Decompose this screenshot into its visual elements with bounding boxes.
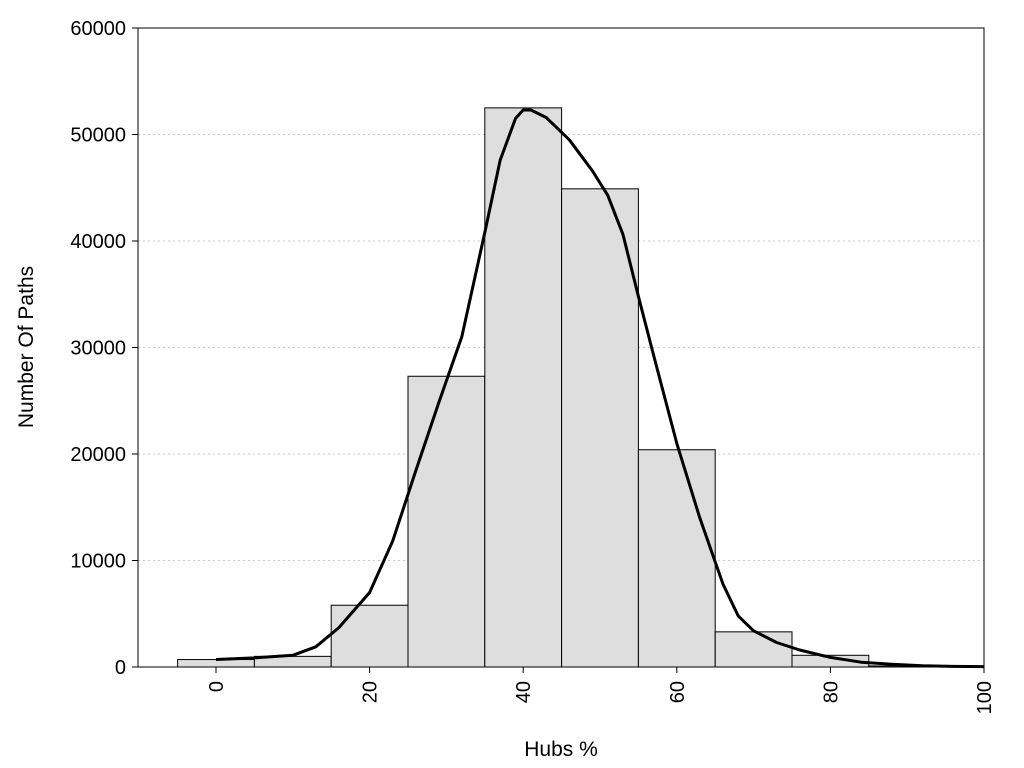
histogram-bar — [561, 188, 639, 668]
y-axis-ticks: 0 10000 20000 30000 40000 50000 60000 — [70, 18, 138, 679]
histogram-bar — [484, 107, 563, 668]
y-tick-label: 20000 — [70, 444, 126, 466]
density-curve-layer — [215, 108, 985, 669]
y-axis-title: Number Of Paths — [15, 266, 38, 428]
y-tick-label: 40000 — [70, 231, 126, 253]
x-axis-title: Hubs % — [524, 738, 598, 761]
histogram-bar — [177, 659, 255, 668]
histogram-bar — [637, 449, 716, 668]
gridlines — [138, 134, 984, 561]
x-axis-ticks: 0 20 40 60 80 100 — [206, 667, 996, 714]
histogram-bars — [177, 107, 947, 668]
x-tick-label: 80 — [820, 681, 842, 703]
x-tick-label: 40 — [513, 681, 535, 703]
y-tick-label: 10000 — [70, 551, 126, 573]
histogram-bar — [407, 375, 486, 668]
x-tick-label: 60 — [667, 681, 689, 703]
x-tick-label: 0 — [206, 681, 228, 692]
histogram-bar — [714, 631, 793, 668]
y-tick-label: 60000 — [70, 18, 126, 40]
y-tick-label: 50000 — [70, 125, 126, 147]
histogram-bar — [330, 604, 409, 668]
x-tick-label: 100 — [974, 681, 996, 714]
y-tick-label: 0 — [115, 657, 126, 679]
y-tick-label: 30000 — [70, 338, 126, 360]
x-tick-label: 20 — [360, 681, 382, 703]
density-curve — [215, 108, 985, 669]
